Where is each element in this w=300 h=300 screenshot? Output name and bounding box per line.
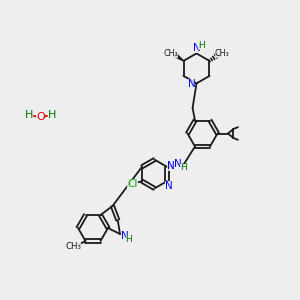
Text: N: N [193, 43, 200, 53]
Text: H: H [180, 164, 187, 172]
Text: Cl: Cl [127, 178, 138, 189]
Text: N: N [167, 160, 175, 171]
Text: H: H [126, 235, 132, 244]
Text: H: H [48, 110, 56, 120]
Polygon shape [174, 53, 184, 61]
Text: O: O [36, 112, 45, 122]
Text: H: H [198, 40, 205, 50]
Text: CH₃: CH₃ [215, 49, 230, 58]
Text: CH₃: CH₃ [65, 242, 82, 251]
Text: N: N [175, 159, 182, 169]
Text: N: N [121, 231, 129, 241]
Text: N: N [165, 181, 172, 191]
Text: N: N [188, 79, 195, 89]
Text: H: H [25, 110, 33, 120]
Text: CH₃: CH₃ [164, 49, 178, 58]
